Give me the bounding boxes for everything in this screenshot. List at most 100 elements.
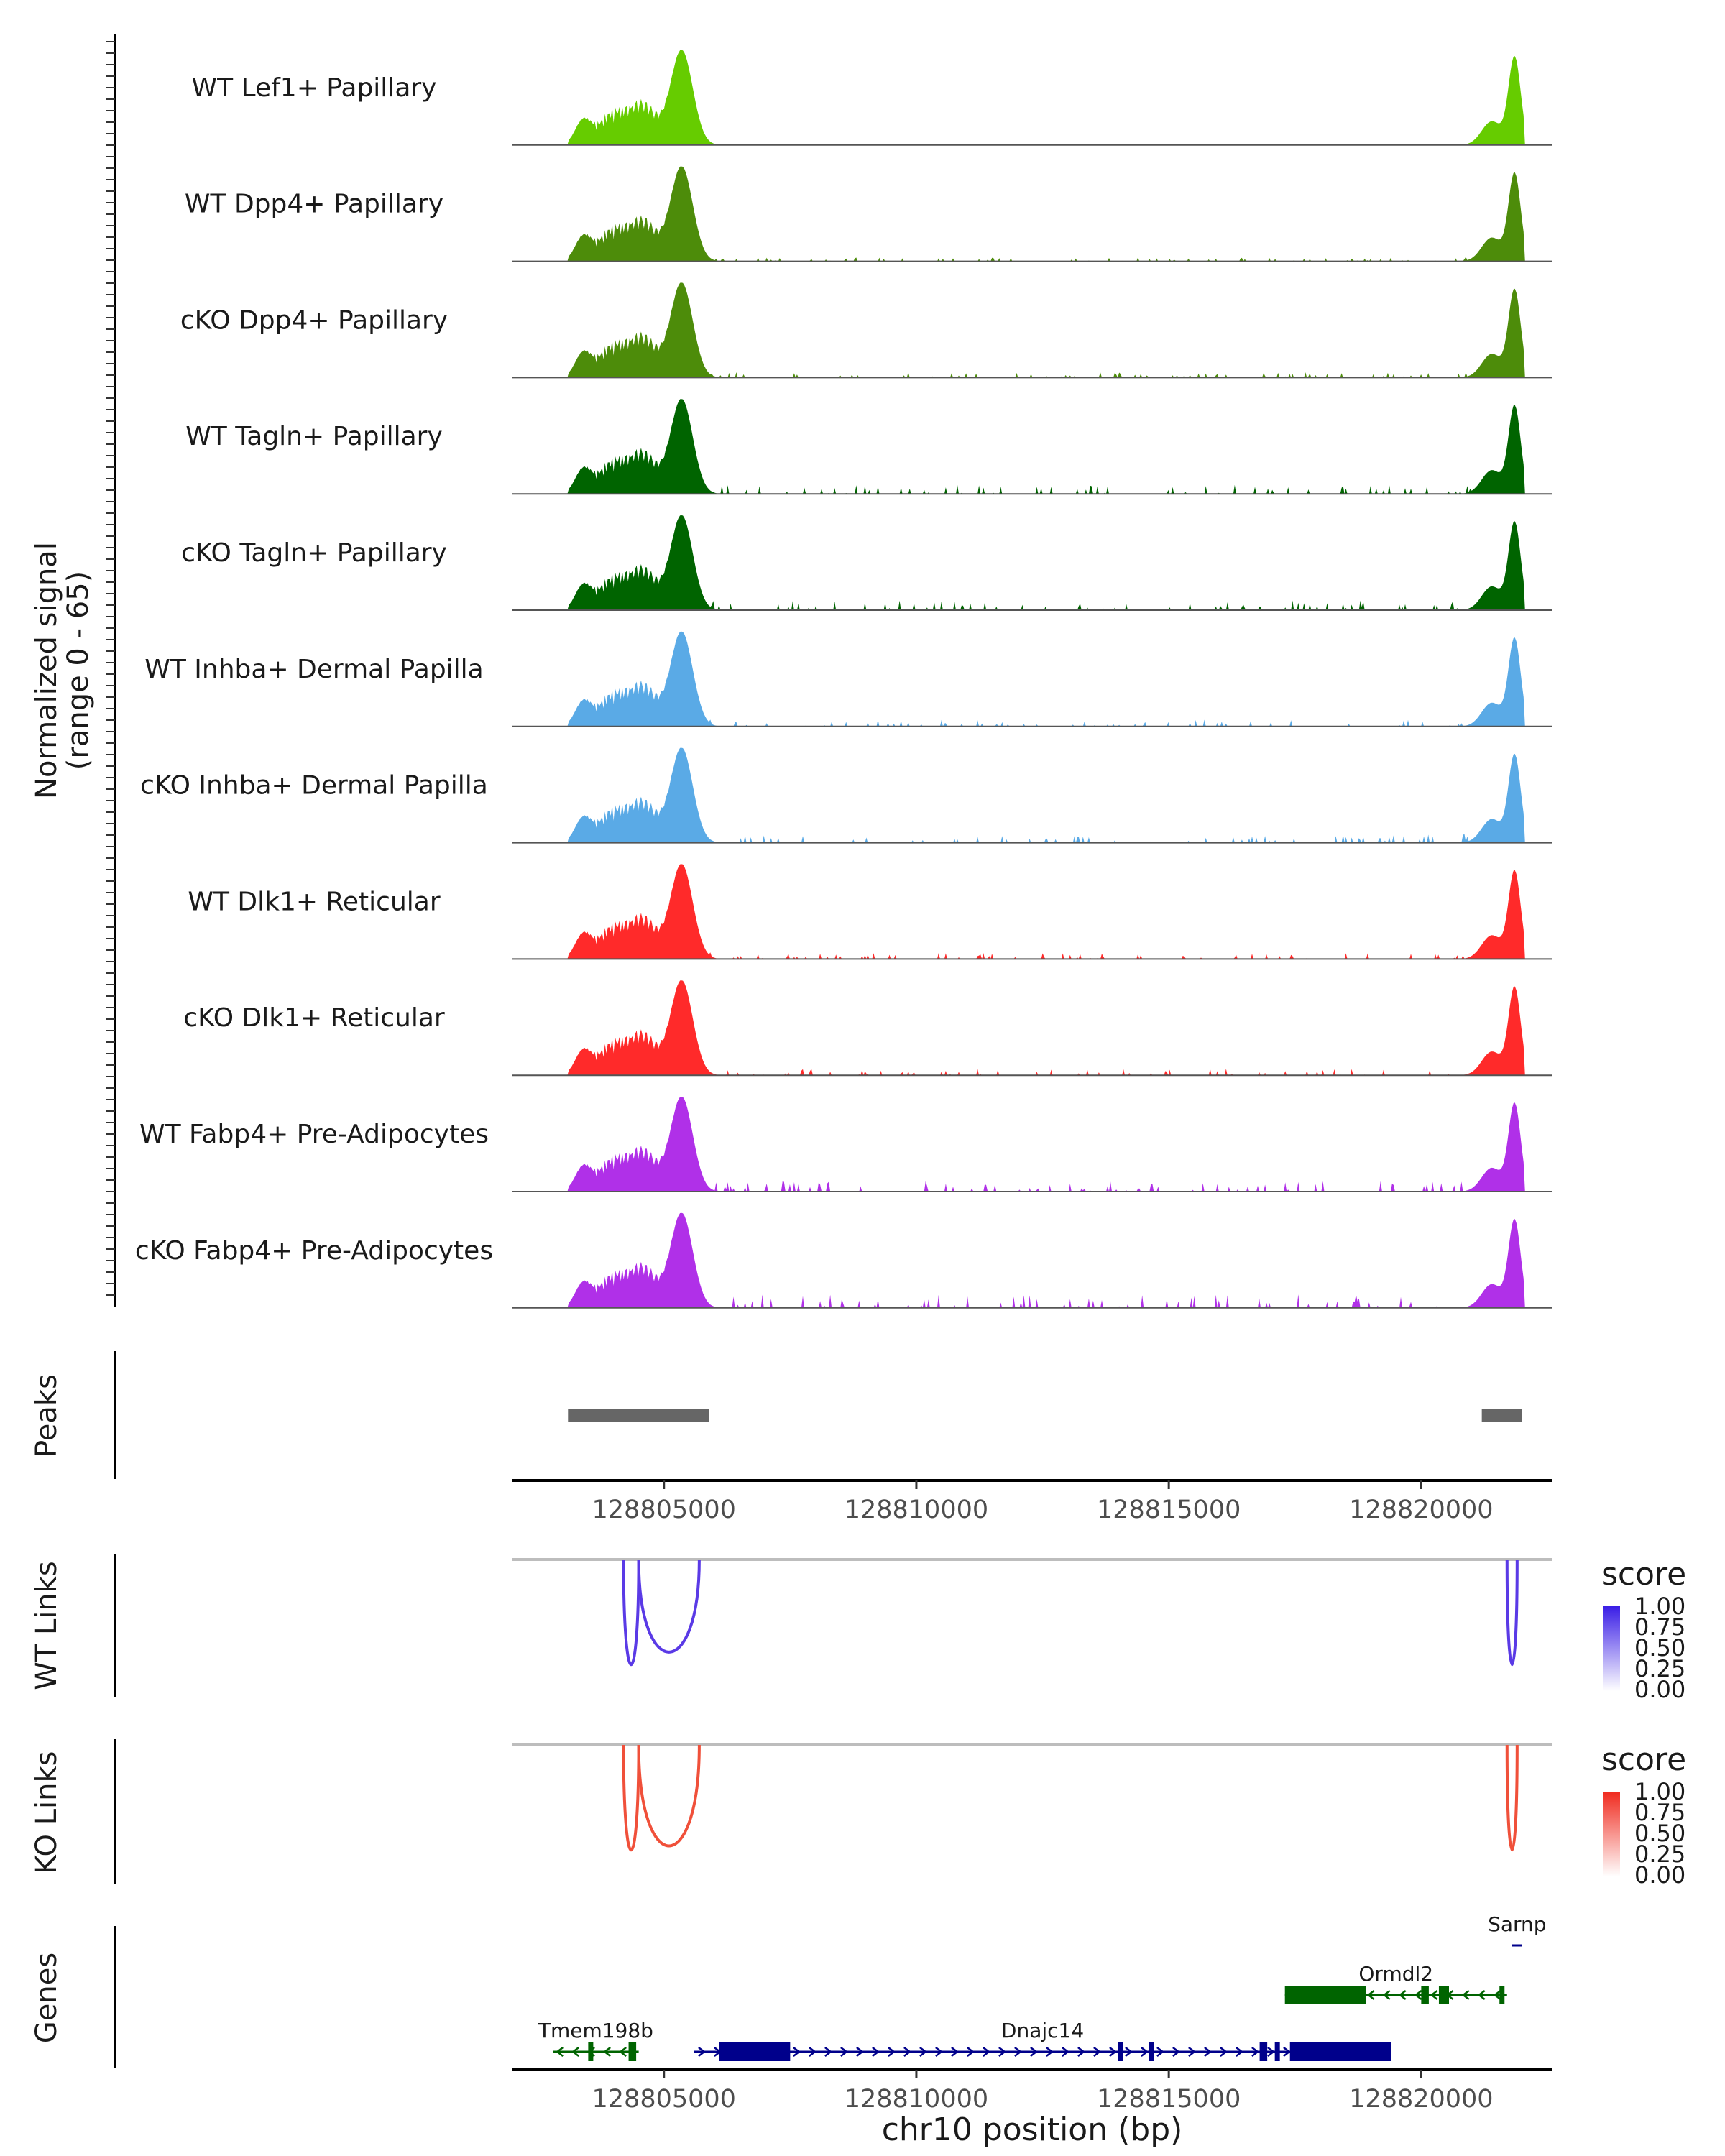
track-label: WT Inhba+ Dermal Papilla	[144, 655, 483, 684]
link-arc	[637, 1744, 701, 1848]
strand-arrow	[1077, 2047, 1085, 2057]
coverage-ylabel-line1: Normalized signal	[30, 542, 63, 799]
gene-model: Ormdl2	[1284, 1962, 1507, 2004]
ko-links-ylabel: KO Links	[30, 1751, 63, 1874]
legend-label: 0.50	[1634, 1820, 1685, 1847]
strand-arrow	[824, 2047, 832, 2057]
strand-arrow	[1188, 2047, 1196, 2057]
gene-model: Dnajc14	[694, 2019, 1392, 2061]
coverage-track: WT Lef1+ Papillary	[192, 50, 1552, 146]
link-arc	[637, 1559, 701, 1654]
gene-exon	[588, 2042, 594, 2061]
gene-label: Sarnp	[1488, 1912, 1546, 1936]
gene-exon	[1274, 2042, 1280, 2061]
coverage-track: cKO Inhba+ Dermal Papilla	[140, 747, 1552, 844]
wt-link-arcs	[622, 1559, 1519, 1666]
ko-links-section: KO Links score 1.000.750.500.250.00	[30, 1739, 1686, 1889]
strand-arrow	[983, 2047, 990, 2057]
gene-exon	[1438, 1986, 1450, 2004]
ko-legend-colorbar	[1603, 1792, 1620, 1876]
strand-arrow	[872, 2047, 880, 2057]
legend-label: 0.75	[1634, 1613, 1685, 1641]
strand-arrow	[840, 2047, 848, 2057]
coverage-track: WT Fabp4+ Pre-Adipocytes	[139, 1097, 1552, 1192]
strand-arrow	[1430, 1990, 1438, 2000]
peak-bar	[1481, 1409, 1522, 1422]
x-tick-label: 128805000	[592, 1496, 736, 1524]
strand-arrow	[1046, 2047, 1054, 2057]
gene-exon	[1289, 2042, 1392, 2061]
coverage-track: cKO Dlk1+ Reticular	[183, 980, 1552, 1077]
wt-links-section: WT Links score 1.000.750.500.250.00	[30, 1554, 1686, 1703]
ko-link-arcs	[622, 1744, 1519, 1851]
coverage-track: WT Dlk1+ Reticular	[188, 864, 1552, 960]
strand-arrow	[603, 2047, 611, 2057]
x-tick-label: 128805000	[592, 2085, 736, 2114]
strand-arrow	[1204, 2047, 1212, 2057]
wt-legend-labels: 1.000.750.500.250.00	[1634, 1593, 1685, 1703]
legend-label: 0.00	[1634, 1861, 1685, 1889]
x-tick-label: 128815000	[1097, 1496, 1241, 1524]
coverage-area	[512, 399, 1552, 494]
strand-arrow	[1461, 1990, 1470, 2000]
track-label: cKO Inhba+ Dermal Papilla	[140, 771, 488, 801]
link-arc	[622, 1744, 640, 1851]
strand-arrow	[967, 2047, 975, 2057]
strand-arrow	[1014, 2047, 1022, 2057]
ko-legend-labels: 1.000.750.500.250.00	[1634, 1778, 1685, 1889]
coverage-track: WT Inhba+ Dermal Papilla	[144, 631, 1552, 727]
coverage-area	[512, 631, 1552, 727]
track-label: cKO Dpp4+ Papillary	[180, 305, 448, 335]
strand-arrow	[1125, 2047, 1133, 2057]
coverage-ylabel-line2: (range 0 - 65)	[62, 571, 95, 770]
coverage-y-ticks	[106, 41, 115, 1296]
genes-x-ticks: 128805000 128810000 128815000 128820000	[592, 2070, 1494, 2114]
strand-arrow	[1414, 1990, 1422, 2000]
coverage-track: cKO Fabp4+ Pre-Adipocytes	[135, 1212, 1552, 1309]
x-tick-label: 128820000	[1349, 2085, 1493, 2114]
peaks-ylabel: Peaks	[30, 1374, 63, 1457]
legend-label: 0.50	[1634, 1634, 1685, 1662]
gene-label: Dnajc14	[1001, 2019, 1084, 2042]
strand-arrow	[935, 2047, 943, 2057]
strand-arrow	[1172, 2047, 1180, 2057]
coverage-track: cKO Dpp4+ Papillary	[180, 282, 1552, 379]
strand-arrow	[571, 2047, 579, 2057]
strand-arrow	[1477, 1990, 1486, 2000]
x-tick-label: 128810000	[845, 2085, 988, 2114]
gene-model: Sarnp	[1488, 1912, 1547, 1947]
coverage-area	[512, 747, 1552, 843]
legend-label: 1.00	[1634, 1778, 1685, 1805]
track-label: WT Dlk1+ Reticular	[188, 887, 440, 916]
strand-arrow	[888, 2047, 896, 2057]
gene-exon	[1421, 1986, 1429, 2004]
strand-arrow	[856, 2047, 864, 2057]
link-arc	[1505, 1744, 1519, 1851]
coverage-track: cKO Tagln+ Papillary	[181, 515, 1552, 611]
gene-model: Tmem198b	[538, 2019, 653, 2061]
coverage-area	[512, 980, 1552, 1076]
genes-section: Genes Sarnp Ormdl2 Tmem198b Dnajc14 1288050…	[30, 1912, 1552, 2148]
track-label: cKO Tagln+ Papillary	[181, 538, 447, 568]
wt-links-ylabel: WT Links	[30, 1561, 63, 1690]
x-tick-label: 128810000	[845, 1496, 988, 1524]
track-label: cKO Fabp4+ Pre-Adipocytes	[135, 1236, 493, 1266]
legend-label: 1.00	[1634, 1593, 1685, 1620]
peaks-section: Peaks 128805000 128810000 128815000 1288200…	[30, 1351, 1552, 1524]
coverage-track: WT Dpp4+ Papillary	[185, 166, 1552, 262]
gene-exon	[1284, 1986, 1366, 2004]
strand-arrow	[1220, 2047, 1228, 2057]
strand-arrow	[1156, 2047, 1164, 2057]
coverage-track: WT Tagln+ Papillary	[185, 399, 1552, 495]
peak-bars	[568, 1409, 1522, 1422]
strand-arrow	[1062, 2047, 1070, 2057]
gene-label: Ormdl2	[1358, 1962, 1433, 1986]
ko-legend-title: score	[1601, 1741, 1686, 1778]
peaks-x-ticks: 128805000 128810000 128815000 128820000	[592, 1480, 1494, 1524]
legend-label: 0.25	[1634, 1841, 1685, 1868]
ko-score-legend: score 1.000.750.500.250.00	[1601, 1741, 1686, 1889]
legend-label: 0.25	[1634, 1655, 1685, 1682]
gene-exon	[1499, 1986, 1505, 2004]
gene-exon	[1118, 2042, 1123, 2061]
